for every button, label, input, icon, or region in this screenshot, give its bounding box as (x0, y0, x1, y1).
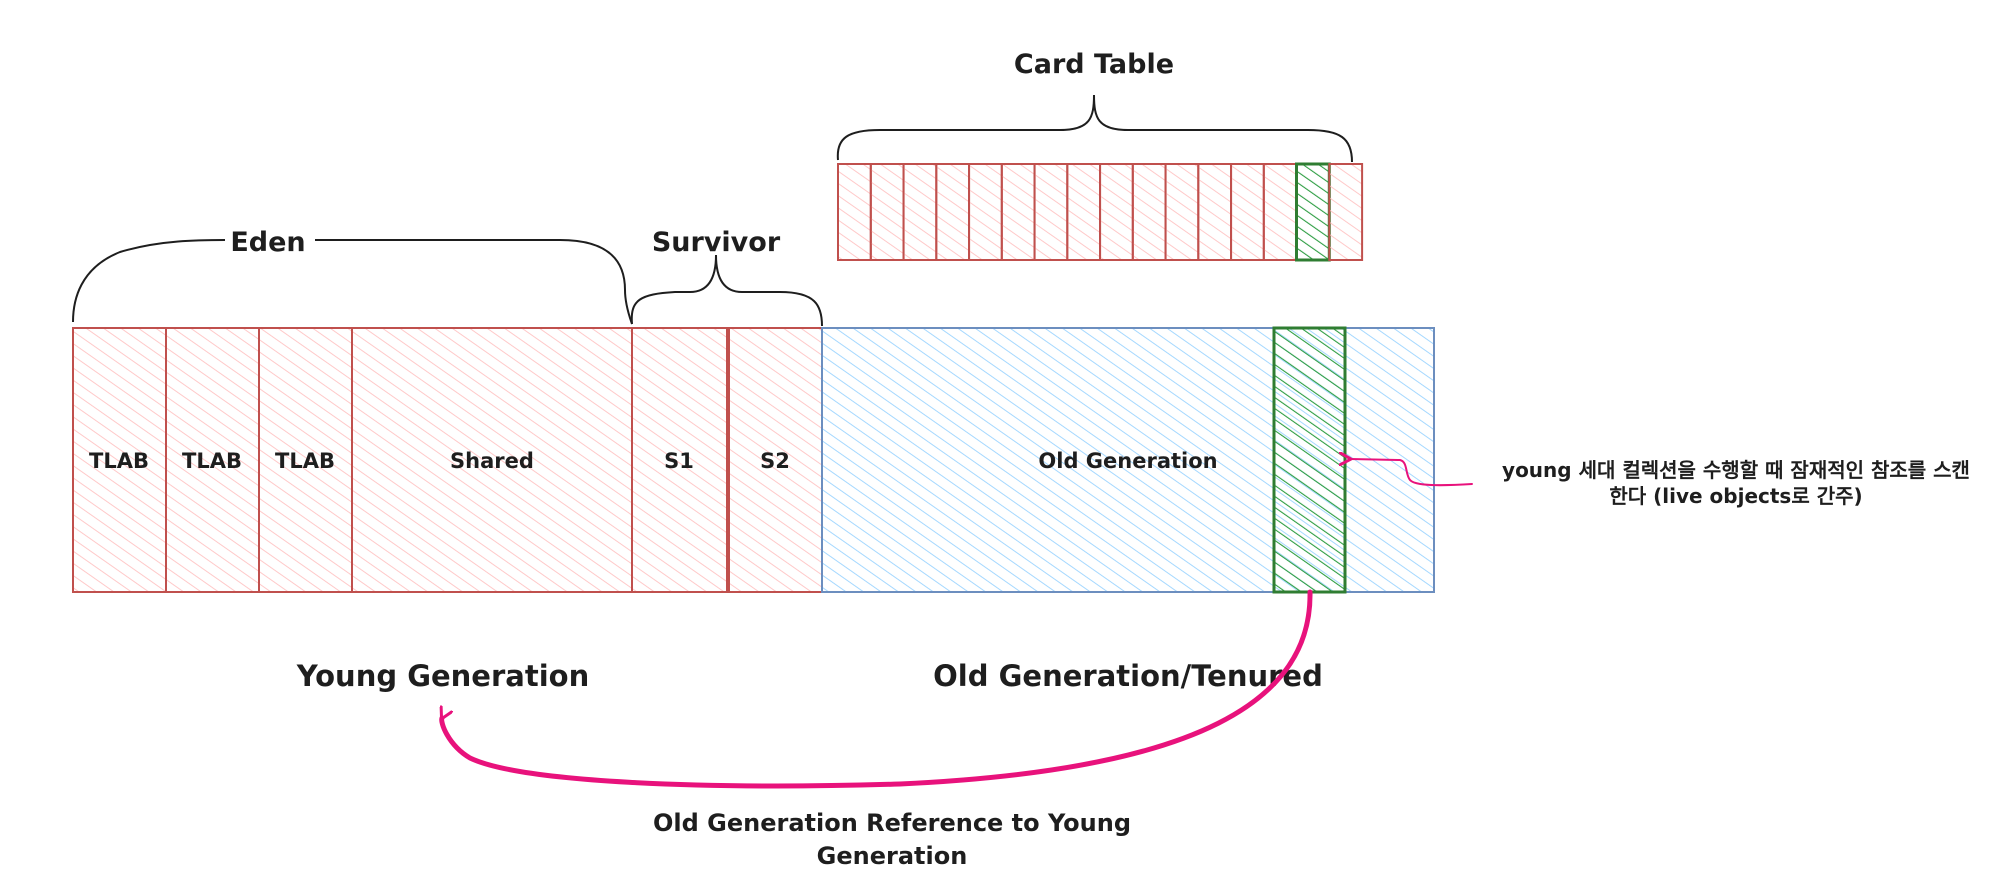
card-cell (869, 163, 905, 261)
card-cell (1131, 163, 1167, 261)
card-cell (1197, 163, 1233, 261)
reference-arrow-group: Old Generation Reference to Young Genera… (439, 589, 1313, 870)
eden-label: Eden (230, 227, 305, 258)
eden-brace (72, 239, 633, 325)
card-cell (1328, 163, 1364, 261)
card-cell (1262, 163, 1298, 261)
tlab-1-label: TLAB (89, 449, 149, 473)
scan-annotation: young 세대 컬렉션을 수행할 때 잠재적인 참조를 스캔 한다 (live… (1350, 458, 1970, 508)
survivor-brace (630, 254, 823, 327)
card-cell (1230, 163, 1265, 261)
card-cell (1066, 163, 1102, 261)
scan-arrow (1350, 459, 1473, 487)
s1-region (631, 327, 728, 593)
card-cells (837, 162, 1364, 262)
scan-note-line1: young 세대 컬렉션을 수행할 때 잠재적인 참조를 스캔 (1502, 458, 1970, 482)
card-cell (1099, 163, 1134, 261)
card-cell (1000, 163, 1036, 261)
shared-region (351, 327, 633, 593)
card-cell (1164, 163, 1200, 261)
tlab-2-region (165, 327, 260, 593)
tlab-1-region (72, 327, 167, 593)
dirty-card (1295, 162, 1331, 262)
card-table-label: Card Table (1014, 49, 1174, 80)
shared-label: Shared (450, 449, 534, 473)
card-table-brace (836, 94, 1353, 163)
eden-group: Eden TLAB TLAB TLAB Shared (72, 227, 633, 593)
tlab-3-region (258, 327, 353, 593)
old-generation-group: Old Generation (821, 326, 1435, 594)
scan-note-line2: 한다 (live objects로 간주) (1609, 484, 1862, 508)
s1-label: S1 (664, 449, 694, 473)
reference-arrow (439, 589, 1313, 789)
s2-region (728, 327, 823, 593)
card-cell (968, 163, 1003, 261)
survivor-label: Survivor (652, 227, 781, 258)
reference-note-line2: Generation (817, 842, 968, 870)
s2-label: S2 (760, 449, 790, 473)
old-generation-caption: Old Generation/Tenured (933, 659, 1323, 693)
card-cell (837, 163, 872, 261)
card-table: Card Table (836, 49, 1364, 262)
tlab-2-label: TLAB (182, 449, 242, 473)
old-generation-label: Old Generation (1038, 449, 1217, 473)
reference-note-line1: Old Generation Reference to Young (653, 809, 1131, 837)
dirty-old-object (1272, 326, 1347, 594)
tlab-3-label: TLAB (275, 449, 335, 473)
card-cell (935, 163, 971, 261)
young-generation-caption: Young Generation (296, 659, 589, 693)
card-cell (1033, 163, 1069, 261)
card-cell (902, 163, 938, 261)
survivor-group: Survivor S1 S2 (630, 227, 823, 593)
